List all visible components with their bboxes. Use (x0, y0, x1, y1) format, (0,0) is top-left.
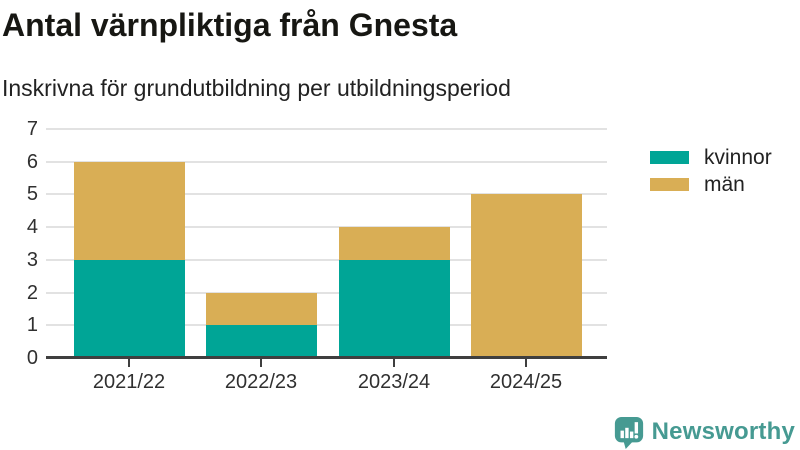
gridline-y5 (46, 193, 607, 196)
legend-swatch-man (650, 178, 689, 191)
legend-item-man: män (650, 173, 772, 196)
x-tick-2024/25 (525, 359, 527, 367)
bar-2023/24-kvinnor (338, 259, 450, 358)
y-tick-label-4: 4 (26, 216, 38, 239)
legend-label-man: män (704, 172, 745, 196)
x-tick-label-2024/25: 2024/25 (489, 371, 563, 393)
y-tick-label-2: 2 (26, 281, 38, 304)
legend: kvinnor män (650, 146, 772, 205)
legend-swatch-kvinnor (650, 151, 689, 164)
gridline-y2 (46, 291, 607, 294)
x-tick-label-2023/24: 2023/24 (357, 371, 431, 393)
chart-title: Antal värnpliktiga från Gnesta (2, 7, 458, 43)
gridline-y6 (46, 160, 607, 163)
legend-label-kvinnor: kvinnor (704, 145, 772, 169)
legend-item-kvinnor: kvinnor (650, 146, 772, 169)
x-tick-2021/22 (128, 359, 130, 367)
gridline-y1 (46, 324, 607, 327)
y-tick-label-1: 1 (26, 314, 38, 337)
gridline-y4 (46, 226, 607, 229)
y-tick-label-5: 5 (26, 183, 38, 206)
x-axis-line (46, 356, 607, 359)
newsworthy-wordmark: Newsworthy (651, 418, 795, 445)
y-tick-label-6: 6 (26, 150, 38, 173)
x-tick-label-2022/23: 2022/23 (224, 371, 298, 393)
bar-2022/23-kvinnor (205, 325, 317, 358)
x-tick-label-2021/22: 2021/22 (92, 371, 166, 393)
y-tick-label-0: 0 (26, 347, 38, 369)
x-tick-2023/24 (393, 359, 395, 367)
x-tick-2022/23 (260, 359, 262, 367)
bar-2024/25-män (470, 194, 582, 358)
gridline-y7 (46, 128, 607, 130)
newsworthy-icon (614, 416, 643, 449)
chart-subtitle: Inskrivna för grundutbildning per utbild… (2, 75, 511, 101)
y-tick-label-7: 7 (26, 118, 38, 140)
bar-2021/22-kvinnor (73, 259, 185, 358)
bar-2021/22-män (73, 161, 185, 260)
y-tick-label-3: 3 (26, 248, 38, 271)
bar-2023/24-män (338, 227, 450, 260)
bar-2022/23-män (205, 292, 317, 326)
newsworthy-logo: Newsworthy (613, 415, 795, 449)
gridline-y3 (46, 258, 607, 261)
